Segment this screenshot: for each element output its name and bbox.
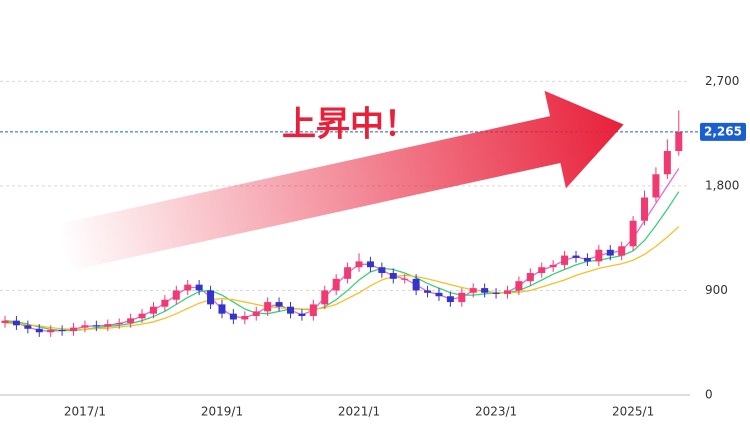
y-tick-label: 2,700 — [705, 74, 739, 88]
candle-body — [218, 304, 226, 314]
candle-body — [389, 273, 397, 279]
candle-body — [492, 292, 500, 294]
candle-body — [287, 306, 294, 314]
candle-body — [629, 220, 637, 247]
candle-body — [675, 131, 683, 152]
candle-body — [195, 284, 203, 291]
current-price-box — [700, 122, 746, 141]
candle-body — [127, 318, 135, 323]
candle-body — [378, 267, 386, 274]
candle-body — [184, 284, 192, 291]
x-tick-label: 2019/1 — [201, 405, 243, 419]
candle-body — [595, 249, 603, 262]
candle-body — [401, 278, 409, 280]
candle-body — [652, 174, 660, 198]
candle-body — [503, 290, 511, 294]
candle-body — [172, 290, 180, 300]
candle-body — [161, 299, 169, 307]
candle-body — [332, 278, 340, 291]
candle-body — [104, 324, 112, 327]
candle-body — [481, 288, 489, 293]
candle-body — [344, 267, 352, 279]
y-tick-label: 1,800 — [705, 178, 739, 192]
candle-body — [12, 320, 20, 326]
candle-body — [549, 264, 557, 268]
trend-arrow — [56, 90, 624, 272]
candle-body — [24, 325, 32, 329]
candle-body — [138, 313, 146, 319]
moving-average — [4, 226, 680, 331]
candle-body — [412, 278, 420, 291]
candle-body — [446, 296, 454, 303]
candle-body — [469, 288, 477, 293]
candle-body — [115, 322, 123, 325]
x-tick-label: 2017/1 — [64, 405, 106, 419]
candle-body — [241, 316, 249, 320]
candle-body — [92, 325, 100, 327]
candle-body — [561, 255, 569, 265]
candle-body — [572, 255, 580, 258]
current-price-label: 2,265 — [704, 124, 742, 138]
candle-body — [1, 320, 9, 323]
candle-body — [207, 290, 215, 305]
annotation: 上昇中！ — [282, 105, 418, 145]
plot: 0 900 1,800 2,700 2017/1 2019/1 2021/1 2023/1 20… — [0, 74, 746, 419]
candle-body — [366, 261, 374, 268]
x-tick-label: 2023/1 — [475, 405, 517, 419]
candle-body — [70, 327, 78, 332]
candle-body — [435, 292, 443, 297]
candle-body — [321, 290, 329, 305]
candle-body — [309, 304, 317, 316]
y-tick-label: 0 — [705, 388, 713, 402]
y-tick-label: 900 — [705, 283, 728, 297]
candle-body — [538, 267, 546, 274]
candle-body — [47, 329, 55, 333]
candle-body — [663, 151, 671, 175]
candle-body — [515, 281, 523, 291]
candle-body — [298, 313, 306, 316]
candle-body — [35, 328, 43, 333]
candle-body — [81, 325, 89, 328]
candle-body — [583, 257, 591, 262]
moving-average — [4, 191, 680, 332]
candle-body — [229, 313, 237, 320]
candle-body — [275, 302, 283, 307]
candle-body — [424, 290, 432, 293]
candle-body — [252, 311, 260, 316]
candle-body — [618, 246, 626, 256]
candle-body — [526, 273, 534, 282]
candle-body — [641, 197, 649, 221]
x-tick-label: 2025/1 — [612, 405, 654, 419]
candle-body — [264, 302, 272, 312]
candle-body — [149, 306, 157, 314]
candle-body — [58, 329, 66, 332]
candle-body — [606, 249, 614, 256]
candle-body — [355, 261, 363, 268]
x-tick-label: 2021/1 — [338, 405, 380, 419]
candle-body — [458, 292, 466, 303]
